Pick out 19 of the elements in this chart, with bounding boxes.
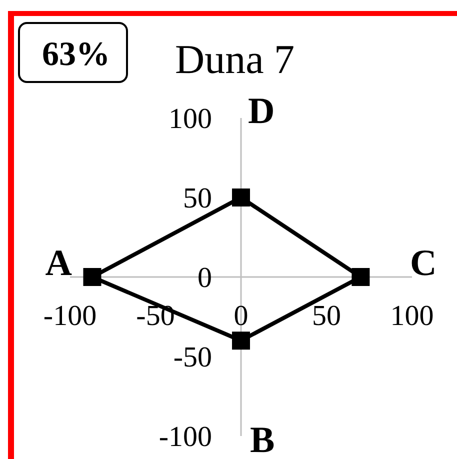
annotation: C [410,243,437,284]
y-tick-label: -50 [173,342,212,374]
annotation: D [248,91,275,132]
point [232,188,250,206]
x-tick-label: -100 [43,300,97,332]
annotation: B [250,420,275,459]
rounded-box: 63% [18,22,128,83]
x-tick-label: 100 [390,300,434,332]
point [352,268,370,286]
y-tick-label: -100 [158,421,212,454]
point [83,268,102,286]
x-tick-label: 0 [234,300,248,332]
chart-title: Duna 7 [175,36,295,82]
y-tick-label: 0 [198,262,212,294]
annotation: A [45,243,72,284]
point [232,332,250,350]
x-tick-label: 50 [312,300,341,332]
y-tick-label: 50 [183,182,212,215]
y-tick-label: 100 [168,103,212,136]
